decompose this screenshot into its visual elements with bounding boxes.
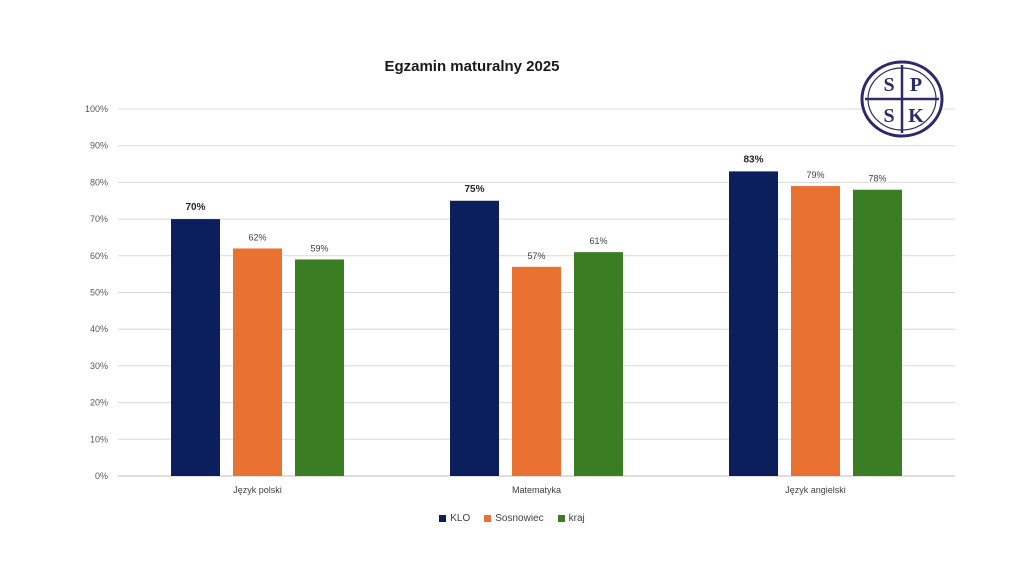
y-tick-label: 10% — [90, 434, 108, 444]
data-label: 79% — [806, 170, 824, 180]
legend-swatch — [484, 515, 492, 522]
legend-swatch — [557, 515, 565, 522]
bar — [512, 266, 561, 476]
legend-item: Sosnowiec — [484, 513, 544, 524]
y-tick-label: 70% — [90, 214, 108, 224]
y-tick-label: 20% — [90, 398, 108, 408]
data-label: 59% — [310, 243, 328, 253]
school-logo: S P S K — [860, 60, 944, 138]
data-label: 78% — [868, 174, 886, 184]
y-tick-label: 80% — [90, 177, 108, 187]
legend-label: kraj — [568, 513, 585, 524]
chart-title: Egzamin maturalny 2025 — [384, 58, 560, 75]
y-tick-label: 60% — [90, 251, 108, 261]
data-label: 62% — [248, 232, 266, 242]
logo-letter-s2: S — [883, 105, 894, 127]
data-label: 83% — [743, 154, 763, 165]
x-category-label: Matematyka — [512, 485, 561, 495]
data-label: 57% — [527, 251, 545, 261]
legend-label: Sosnowiec — [495, 513, 544, 524]
x-category-label: Język angielski — [785, 485, 846, 495]
legend-label: KLO — [450, 513, 471, 524]
bar — [853, 189, 902, 477]
bar — [171, 219, 220, 476]
y-tick-label: 0% — [95, 471, 108, 481]
legend-item: kraj — [557, 513, 585, 524]
logo-letter-s1: S — [883, 74, 894, 96]
data-label: 61% — [589, 236, 607, 246]
data-label: 75% — [464, 184, 484, 195]
legend-swatch — [439, 515, 447, 522]
bar — [450, 200, 499, 476]
y-tick-label: 50% — [90, 288, 108, 298]
bar — [729, 171, 778, 476]
logo-letter-k: K — [908, 105, 924, 127]
bar — [233, 248, 282, 476]
data-label: 70% — [185, 202, 205, 213]
chart-legend: KLO Sosnowiec kraj — [0, 513, 1024, 524]
y-tick-label: 90% — [90, 141, 108, 151]
y-tick-label: 30% — [90, 361, 108, 371]
y-tick-label: 100% — [85, 104, 108, 114]
logo-letter-p: P — [910, 74, 922, 96]
bar — [574, 252, 623, 476]
bar — [295, 259, 344, 476]
x-category-label: Język polski — [233, 485, 282, 495]
legend-item: KLO — [439, 513, 470, 524]
y-tick-label: 40% — [90, 324, 108, 334]
bar — [791, 186, 840, 476]
